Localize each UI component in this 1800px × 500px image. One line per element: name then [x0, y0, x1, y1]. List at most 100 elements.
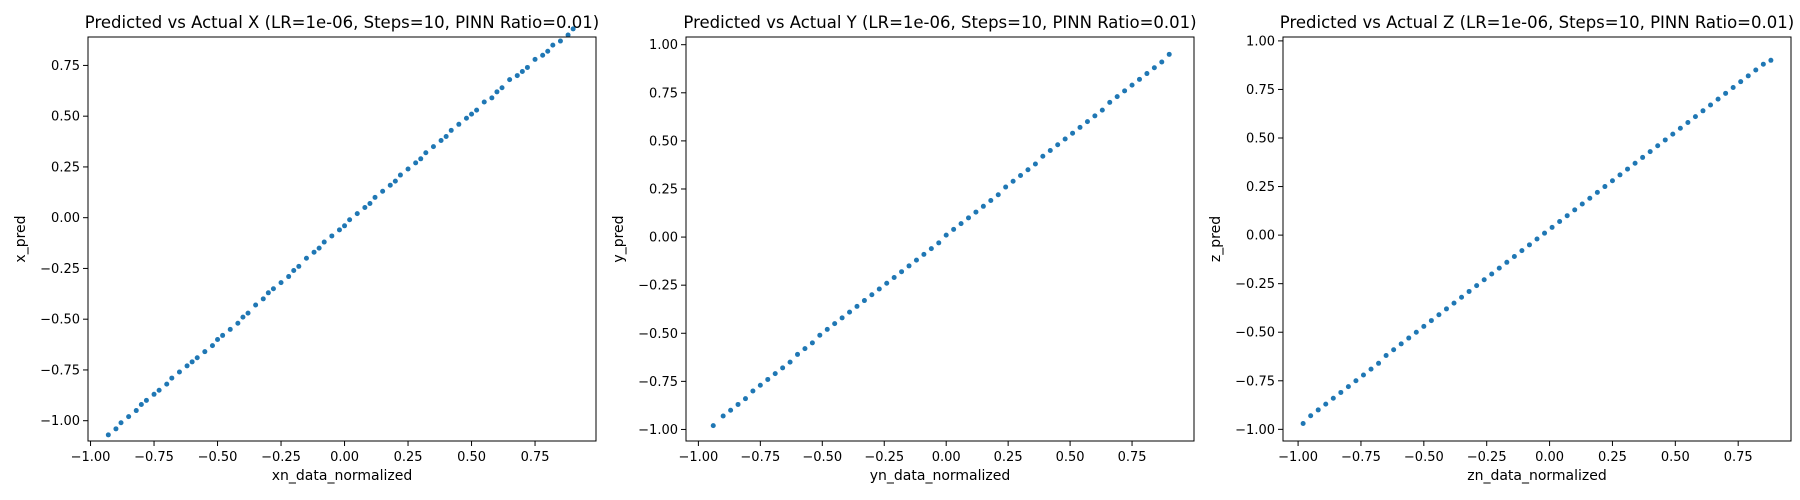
data-point: [1489, 271, 1495, 277]
data-point: [405, 166, 411, 172]
y-tick-label: 0.00: [51, 211, 80, 226]
data-point: [1300, 421, 1306, 427]
data-point: [765, 376, 771, 382]
data-point: [1018, 173, 1024, 179]
data-point: [194, 355, 200, 361]
data-point: [397, 172, 403, 178]
data-point: [1047, 148, 1053, 154]
data-point: [286, 274, 292, 280]
chart-title: Predicted vs Actual Z (LR=1e-06, Steps=1…: [1280, 13, 1794, 32]
x-tick-label: 0.25: [994, 450, 1023, 465]
data-point: [936, 240, 942, 246]
data-point: [296, 263, 302, 269]
data-point: [1647, 149, 1653, 155]
data-point: [413, 160, 419, 166]
data-point: [456, 121, 462, 127]
data-point: [1166, 51, 1172, 57]
data-point: [105, 432, 111, 438]
data-point: [570, 26, 576, 32]
y-tick-label: −0.50: [40, 313, 80, 328]
data-point: [1745, 73, 1751, 79]
data-point: [430, 144, 436, 150]
data-point: [735, 401, 741, 407]
data-point: [1602, 184, 1608, 190]
x-tick-label: 0.00: [932, 450, 961, 465]
data-point: [1579, 201, 1585, 207]
y-tick-label: 0.75: [1246, 83, 1275, 98]
x-tick-label: −0.25: [1467, 450, 1507, 465]
data-point: [303, 255, 309, 261]
x-axis-label: zn_data_normalized: [1467, 468, 1607, 484]
data-point: [1406, 335, 1412, 341]
data-point: [253, 302, 259, 308]
data-point: [1360, 372, 1366, 378]
data-point: [469, 111, 475, 117]
data-point: [557, 38, 563, 44]
data-point: [1760, 61, 1766, 67]
x-axis-label: xn_data_normalized: [272, 468, 413, 484]
y-tick-label: 0.75: [51, 59, 80, 74]
data-point: [143, 397, 149, 403]
data-point: [220, 332, 226, 338]
x-tick-label: −0.75: [1341, 450, 1381, 465]
y-tick-label: −0.75: [1235, 374, 1275, 389]
data-point: [336, 227, 342, 233]
data-point: [169, 375, 175, 381]
data-point: [126, 414, 132, 420]
x-tick-label: −0.75: [740, 450, 780, 465]
data-point: [832, 321, 838, 327]
data-point: [565, 32, 571, 38]
data-point: [995, 192, 1001, 198]
y-tick-label: −1.00: [638, 423, 678, 438]
data-point: [1594, 189, 1600, 195]
data-point: [372, 194, 378, 200]
chart-panel-1: Predicted vs Actual X (LR=1e-06, Steps=1…: [13, 13, 599, 484]
x-tick-label: 0.50: [1056, 450, 1085, 465]
data-point: [1715, 96, 1721, 102]
data-point: [1738, 79, 1744, 85]
x-tick-label: 0.75: [1724, 450, 1753, 465]
data-points: [105, 26, 576, 438]
data-point: [138, 401, 144, 407]
data-point: [189, 359, 195, 365]
data-point: [474, 107, 480, 113]
data-point: [824, 326, 830, 332]
y-tick-label: −0.75: [40, 363, 80, 378]
data-point: [1323, 401, 1329, 407]
data-point: [1003, 184, 1009, 190]
data-point: [787, 359, 793, 365]
data-point: [347, 217, 353, 223]
data-point: [1062, 136, 1068, 142]
data-point: [202, 349, 208, 355]
data-point: [1692, 114, 1698, 120]
x-tick-label: −0.50: [198, 450, 238, 465]
data-point: [1129, 82, 1135, 88]
data-point: [367, 200, 373, 206]
data-point: [265, 290, 271, 296]
data-point: [1383, 353, 1389, 359]
data-point: [1136, 76, 1142, 82]
data-point: [1151, 65, 1157, 71]
data-point: [1617, 172, 1623, 178]
y-tick-label: 0.75: [649, 86, 678, 101]
data-point: [980, 203, 986, 209]
data-point: [1587, 195, 1593, 201]
x-tick-label: −0.50: [802, 450, 842, 465]
axes-frame: [1282, 36, 1792, 442]
data-point: [514, 73, 520, 79]
x-tick-label: −1.00: [71, 450, 111, 465]
data-point: [1315, 407, 1321, 413]
y-axis-label: x_pred: [13, 215, 29, 262]
data-point: [418, 156, 424, 162]
data-point: [1338, 389, 1344, 395]
data-point: [742, 396, 748, 402]
data-point: [489, 95, 495, 101]
y-axis-label: z_pred: [1208, 216, 1224, 262]
data-point: [913, 257, 919, 263]
data-point: [1040, 153, 1046, 159]
data-point: [499, 85, 505, 91]
data-point: [795, 351, 801, 357]
data-point: [1700, 108, 1706, 114]
x-tick-label: −0.25: [261, 450, 301, 465]
x-tick-label: 0.50: [457, 450, 486, 465]
